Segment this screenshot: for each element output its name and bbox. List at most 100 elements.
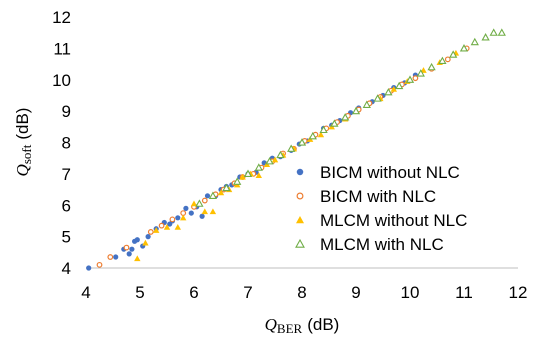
data-point — [145, 234, 151, 240]
data-point — [254, 163, 263, 171]
data-point — [163, 224, 171, 230]
x-tick-label: 12 — [509, 283, 528, 302]
data-point — [319, 125, 328, 134]
legend-marker — [296, 192, 304, 200]
data-point — [317, 131, 325, 138]
data-point — [481, 33, 490, 41]
data-point — [169, 216, 176, 223]
y-tick-label: 11 — [53, 39, 71, 58]
data-point — [412, 75, 419, 82]
x-axis-subscript: BER — [277, 321, 303, 336]
data-point — [204, 193, 211, 199]
data-point — [265, 156, 274, 165]
y-tick-label: 6 — [62, 196, 71, 215]
data-point — [233, 177, 242, 185]
data-point — [362, 100, 371, 108]
data-point — [416, 69, 425, 77]
y-tick-label: 7 — [62, 165, 71, 184]
legend: BICM without NLC BICM with NLC MLCM withou… — [295, 163, 467, 254]
data-point — [201, 208, 208, 215]
data-point — [208, 191, 218, 199]
x-tick-label: 6 — [189, 283, 198, 302]
series-mlcm-with-nlc — [195, 28, 506, 207]
y-tick-label: 12 — [52, 8, 71, 27]
data-point — [459, 44, 469, 52]
data-point — [243, 169, 253, 177]
legend-marker — [296, 168, 304, 176]
data-point — [427, 62, 436, 71]
data-point — [107, 254, 114, 260]
data-point — [174, 224, 181, 230]
data-point — [444, 56, 451, 63]
data-point — [239, 173, 246, 180]
data-point — [96, 261, 103, 268]
data-point — [190, 200, 198, 207]
data-point — [175, 215, 181, 221]
data-point — [341, 113, 350, 121]
data-point — [308, 131, 317, 140]
x-tick-label: 8 — [297, 283, 306, 302]
y-axis-subscript: soft — [19, 144, 34, 164]
y-axis-unit: (dB) — [13, 108, 32, 140]
data-point — [395, 81, 404, 90]
data-point — [201, 197, 208, 204]
data-point — [373, 94, 382, 102]
legend-marker — [296, 216, 304, 224]
y-tick-labels: 4 5 6 7 8 9 10 11 12 — [52, 8, 71, 278]
data-point — [209, 208, 217, 215]
legend-marker — [295, 238, 305, 248]
y-tick-label: 8 — [62, 134, 71, 153]
data-point — [390, 85, 397, 92]
x-tick-labels: 4 5 6 7 8 9 10 11 12 — [81, 283, 527, 302]
data-points — [86, 28, 506, 271]
data-point — [134, 237, 140, 243]
x-tick-label: 10 — [401, 283, 420, 302]
data-point — [188, 210, 194, 216]
data-point — [405, 75, 415, 83]
x-axis-unit: (dB) — [307, 315, 339, 334]
data-point — [497, 28, 506, 36]
data-point — [330, 119, 339, 127]
data-point — [351, 106, 361, 115]
x-tick-label: 4 — [81, 283, 90, 302]
data-point — [222, 183, 231, 192]
data-point — [449, 50, 458, 58]
data-point — [438, 56, 447, 65]
data-point — [297, 138, 307, 146]
data-point — [158, 222, 165, 229]
plot-area: 4 5 6 7 8 9 10 11 12 4 5 6 7 8 9 10 11 12 — [52, 8, 527, 302]
data-point — [147, 229, 154, 235]
data-point — [153, 227, 160, 233]
data-point — [183, 205, 189, 211]
data-point — [113, 254, 119, 260]
legend-label: BICM with NLC — [320, 187, 436, 206]
data-point — [123, 244, 130, 251]
y-tick-label: 4 — [62, 259, 71, 278]
y-tick-label: 10 — [52, 71, 71, 90]
data-point — [86, 265, 92, 271]
data-point — [489, 28, 498, 36]
data-point — [126, 251, 132, 257]
x-axis-label: QBER (dB) — [265, 315, 340, 336]
data-point — [195, 199, 204, 207]
x-tick-label: 5 — [135, 283, 144, 302]
data-point — [271, 156, 279, 163]
y-tick-label: 9 — [62, 102, 71, 121]
x-tick-label: 11 — [455, 283, 473, 302]
data-point — [199, 213, 205, 219]
data-point — [129, 246, 135, 252]
data-point — [255, 172, 262, 179]
y-axis-symbol: Q — [13, 164, 32, 176]
data-point — [470, 37, 479, 46]
data-point — [276, 150, 285, 159]
legend-label: MLCM without NLC — [320, 211, 467, 230]
data-point — [134, 255, 141, 262]
x-axis-symbol: Q — [265, 315, 277, 334]
data-point — [217, 189, 225, 196]
y-tick-label: 5 — [62, 228, 71, 247]
x-tick-label: 9 — [351, 283, 360, 302]
data-point — [384, 87, 393, 96]
data-point — [142, 239, 149, 246]
data-point — [287, 144, 296, 152]
